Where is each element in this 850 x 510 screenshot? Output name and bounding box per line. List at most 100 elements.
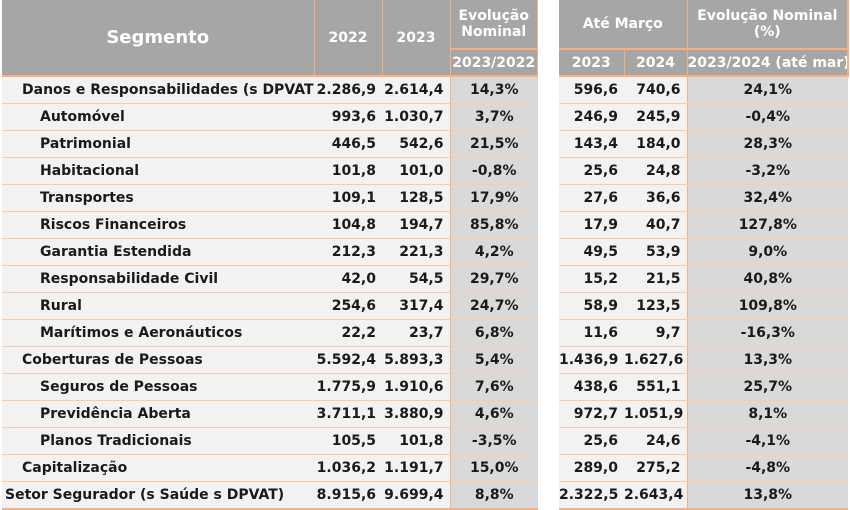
- table-row: 11,6 9,7 -16,3%: [559, 319, 849, 347]
- value-2022-cell: 993,6: [314, 103, 382, 131]
- evolution-cell: 21,5%: [449, 130, 538, 158]
- ytd-2023-cell: 17,9: [559, 211, 624, 239]
- value-2022-cell: 22,2: [314, 319, 382, 347]
- value-2023-cell: 221,3: [382, 238, 450, 266]
- ytd-evolution-cell: 25,7%: [686, 373, 849, 401]
- ytd-2023-cell: 25,6: [559, 157, 624, 185]
- value-2023-cell: 1.191,7: [382, 454, 450, 482]
- table-row: 246,9 245,9 -0,4%: [559, 103, 849, 131]
- ytd-2023-cell: 596,6: [559, 76, 624, 104]
- value-2022-cell: 2.286,9: [314, 76, 382, 104]
- ytd-2023-cell: 15,2: [559, 265, 624, 293]
- header-segment: Segmento: [2, 0, 315, 76]
- table-row: 2.322,5 2.643,4 13,8%: [559, 481, 849, 510]
- ytd-2024-cell: 36,6: [624, 184, 688, 212]
- ytd-evolution-cell: 32,4%: [686, 184, 849, 212]
- value-2023-cell: 542,6: [382, 130, 450, 158]
- ytd-2024-cell: 21,5: [624, 265, 688, 293]
- ytd-evolution-cell: 9,0%: [686, 238, 849, 266]
- ytd-2024-cell: 1.051,9: [624, 400, 688, 428]
- table-row: 289,0 275,2 -4,8%: [559, 454, 849, 482]
- segment-cell: Seguros de Pessoas: [2, 373, 314, 401]
- ytd-2024-cell: 1.627,6: [624, 346, 688, 374]
- ytd-evolution-cell: 28,3%: [686, 130, 849, 158]
- segment-cell: Patrimonial: [2, 130, 314, 158]
- header-ytd-year-2024: 2024: [624, 48, 688, 76]
- header-ytd-evolution-line2: (%): [753, 24, 781, 40]
- value-2022-cell: 5.592,4: [314, 346, 382, 374]
- table-row: Planos Tradicionais 105,5 101,8 -3,5%: [2, 427, 538, 455]
- value-2022-cell: 105,5: [314, 427, 382, 455]
- evolution-cell: 3,7%: [449, 103, 538, 131]
- table-row: Coberturas de Pessoas 5.592,4 5.893,3 5,4%: [2, 346, 538, 374]
- table-row: Riscos Financeiros 104,8 194,7 85,8%: [2, 211, 538, 239]
- evolution-cell: 8,8%: [449, 481, 538, 510]
- table-row: 143,4 184,0 28,3%: [559, 130, 849, 158]
- value-2023-cell: 101,8: [382, 427, 450, 455]
- value-2022-cell: 104,8: [314, 211, 382, 239]
- table-row: 1.436,9 1.627,6 13,3%: [559, 346, 849, 374]
- segment-cell: Previdência Aberta: [2, 400, 314, 428]
- value-2023-cell: 54,5: [382, 265, 450, 293]
- value-2023-cell: 5.893,3: [382, 346, 450, 374]
- header-evolution: Evolução Nominal: [450, 0, 539, 49]
- segment-cell: Planos Tradicionais: [2, 427, 314, 455]
- table-row: 49,5 53,9 9,0%: [559, 238, 849, 266]
- header-year-2022: 2022: [314, 0, 383, 76]
- table-row: 438,6 551,1 25,7%: [559, 373, 849, 401]
- segment-cell: Automóvel: [2, 103, 314, 131]
- ytd-evolution-cell: 8,1%: [686, 400, 849, 428]
- ytd-2023-cell: 58,9: [559, 292, 624, 320]
- header-evolution-line1: Evolução: [458, 8, 529, 24]
- table-row: Seguros de Pessoas 1.775,9 1.910,6 7,6%: [2, 373, 538, 401]
- header-ytd-evolution: Evolução Nominal (%): [687, 0, 850, 49]
- ytd-2023-cell: 246,9: [559, 103, 624, 131]
- ytd-2023-cell: 2.322,5: [559, 481, 624, 510]
- segment-cell: Riscos Financeiros: [2, 211, 314, 239]
- segment-cell: Responsabilidade Civil: [2, 265, 314, 293]
- evolution-cell: 14,3%: [449, 76, 538, 104]
- table-row: Habitacional 101,8 101,0 -0,8%: [2, 157, 538, 185]
- segment-cell: Capitalização: [2, 454, 314, 482]
- segment-cell: Setor Segurador (s Saúde s DPVAT): [2, 481, 314, 510]
- ytd-2024-cell: 184,0: [624, 130, 688, 158]
- ytd-2024-cell: 275,2: [624, 454, 688, 482]
- table-row: 15,2 21,5 40,8%: [559, 265, 849, 293]
- segment-cell: Habitacional: [2, 157, 314, 185]
- ytd-evolution-cell: -3,2%: [686, 157, 849, 185]
- value-2022-cell: 254,6: [314, 292, 382, 320]
- value-2023-cell: 128,5: [382, 184, 450, 212]
- table-row: 17,9 40,7 127,8%: [559, 211, 849, 239]
- value-2023-cell: 9.699,4: [382, 481, 450, 510]
- value-2023-cell: 23,7: [382, 319, 450, 347]
- evolution-cell: 24,7%: [449, 292, 538, 320]
- table-row: 27,6 36,6 32,4%: [559, 184, 849, 212]
- ytd-evolution-cell: 13,3%: [686, 346, 849, 374]
- ytd-table-body: 596,6 740,6 24,1% 246,9 245,9 -0,4% 143,4 184,0…: [559, 76, 849, 510]
- value-2023-cell: 2.614,4: [382, 76, 450, 104]
- table-row: Capitalização 1.036,2 1.191,7 15,0%: [2, 454, 538, 482]
- ytd-2023-cell: 143,4: [559, 130, 624, 158]
- table-row: 972,7 1.051,9 8,1%: [559, 400, 849, 428]
- table-row: Marítimos e Aeronáuticos 22,2 23,7 6,8%: [2, 319, 538, 347]
- ytd-evolution-cell: -4,8%: [686, 454, 849, 482]
- segment-cell: Rural: [2, 292, 314, 320]
- segment-cell: Danos e Responsabilidades (s DPVAT): [2, 76, 314, 104]
- header-ytd-title: Até Março: [559, 0, 688, 49]
- table-row: Danos e Responsabilidades (s DPVAT) 2.286…: [2, 76, 538, 104]
- value-2022-cell: 446,5: [314, 130, 382, 158]
- header-ytd-year-2023: 2023: [559, 48, 625, 76]
- evolution-cell: 4,2%: [449, 238, 538, 266]
- ytd-evolution-cell: -4,1%: [686, 427, 849, 455]
- value-2022-cell: 8.915,6: [314, 481, 382, 510]
- table-gap: [538, 0, 559, 496]
- header-evolution-line2: Nominal: [461, 24, 527, 40]
- value-2023-cell: 194,7: [382, 211, 450, 239]
- ytd-2023-cell: 1.436,9: [559, 346, 624, 374]
- segment-cell: Garantia Estendida: [2, 238, 314, 266]
- ytd-2024-cell: 245,9: [624, 103, 688, 131]
- value-2023-cell: 1.910,6: [382, 373, 450, 401]
- evolution-cell: -0,8%: [449, 157, 538, 185]
- value-2022-cell: 1.036,2: [314, 454, 382, 482]
